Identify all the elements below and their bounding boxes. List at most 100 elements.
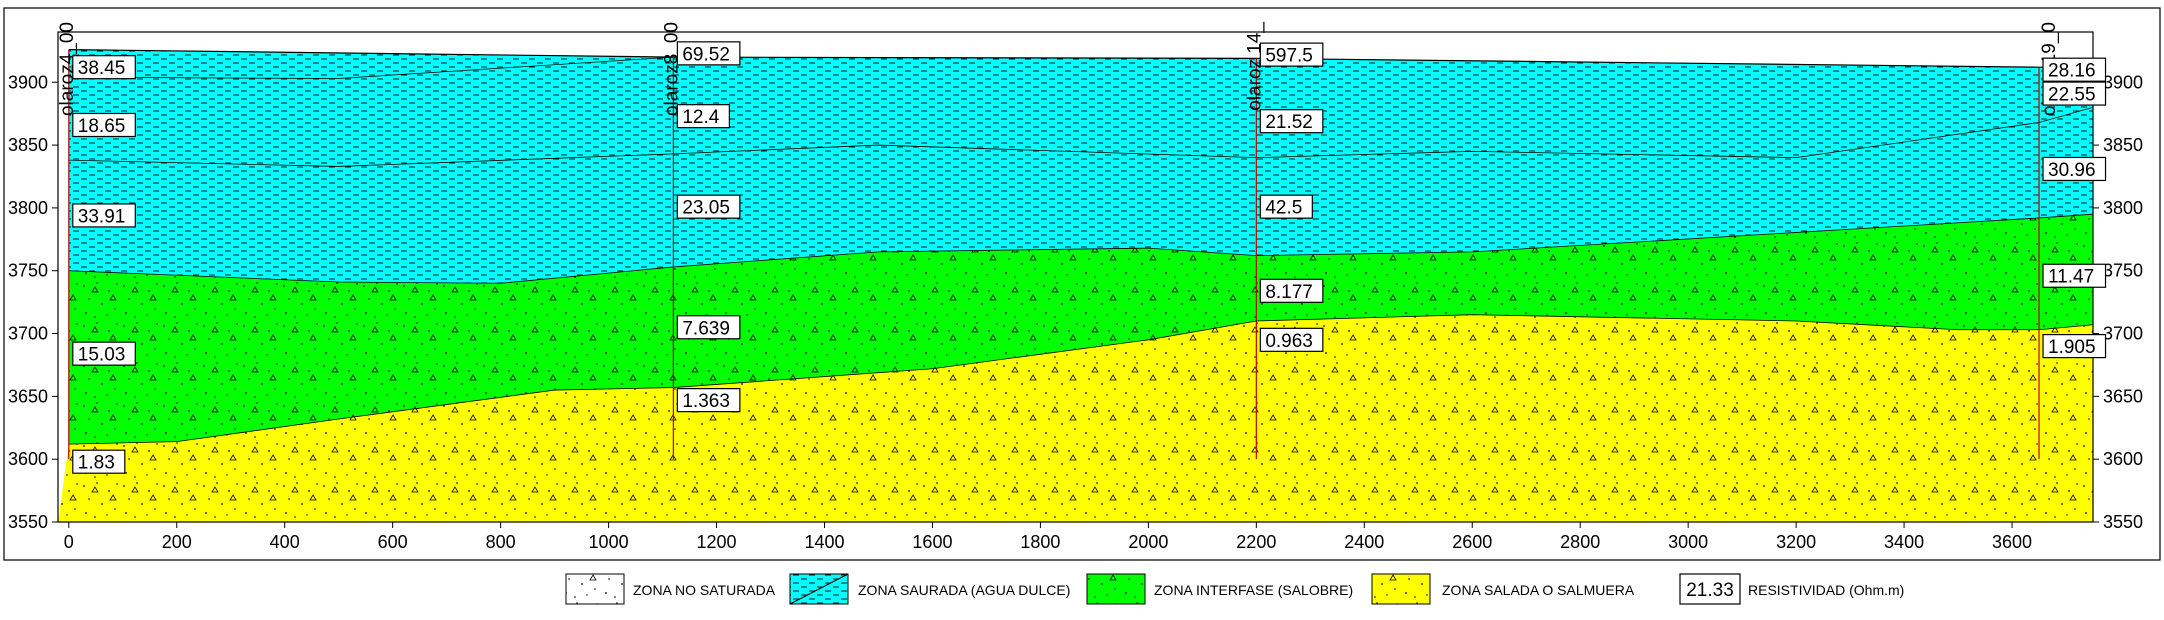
- resistivity-label: 1.83: [78, 453, 115, 474]
- y-tick-label-left: 3700: [8, 324, 48, 344]
- resistivity-label-box: [72, 449, 126, 474]
- resistivity-label: 15.03: [78, 345, 126, 366]
- x-tick-label: 2400: [1344, 532, 1384, 552]
- x-tick-label: 2000: [1128, 532, 1168, 552]
- y-tick-label-right: 3600: [2103, 449, 2143, 469]
- y-tick-label-left: 3650: [8, 386, 48, 406]
- boundary-thin-upper: [68, 56, 674, 79]
- legend-item-interfase: ZONA INTERFASE (SALOBRE): [1086, 573, 1353, 605]
- resistivity-label: 18.65: [78, 116, 126, 137]
- zone-saturada-pattern: [68, 107, 2093, 284]
- legend-resistivity-box: [1679, 573, 1741, 605]
- resistivity-label-box: [72, 55, 136, 80]
- resistivity-label: 1.905: [2048, 337, 2096, 358]
- x-tick-label: 3600: [1992, 532, 2032, 552]
- y-tick-label-right: 3900: [2103, 72, 2143, 92]
- resistivity-label-box: [72, 341, 136, 366]
- resistivity-label-box: [1259, 42, 1324, 67]
- resistivity-label-box: [676, 104, 730, 129]
- resistivity-label: 21.52: [1265, 112, 1313, 133]
- x-tick-label: 2800: [1560, 532, 1600, 552]
- x-tick-label: 400: [270, 532, 300, 552]
- resistivity-label: 0.963: [1265, 331, 1313, 352]
- y-tick-label-left: 3550: [8, 512, 48, 532]
- zones-layer: [57, 31, 2094, 523]
- x-tick-label: 1400: [804, 532, 844, 552]
- resistivity-label-box: [72, 112, 136, 138]
- resistivity-label-box: [2042, 81, 2107, 106]
- resistivity-label-box: [1259, 327, 1324, 352]
- resistivity-label: 23.05: [682, 198, 730, 219]
- resistivity-label-box: [72, 203, 136, 228]
- legend-label-interfase: ZONA INTERFASE (SALOBRE): [1154, 582, 1353, 598]
- legend-item-no-saturada: ZONA NO SATURADA: [565, 573, 776, 605]
- resistivity-label-box: [1259, 194, 1313, 219]
- y-tick-label-right: 3800: [2103, 198, 2143, 218]
- legend-item-resistividad: 21.33 RESISTIVIDAD (Ohm.m): [1679, 573, 1904, 605]
- x-tick-label: 3000: [1668, 532, 1708, 552]
- x-tick-label: 800: [486, 532, 516, 552]
- resistivity-label: 33.91: [78, 206, 126, 227]
- x-tick-label: 3400: [1884, 532, 1924, 552]
- legend-swatch-interfase-pattern: [1086, 573, 1146, 605]
- x-tick-label: 2600: [1452, 532, 1492, 552]
- figure-frame: [3, 7, 2161, 561]
- x-tick-label: 1800: [1020, 532, 1060, 552]
- legend-swatch-saturada-diagonal: [789, 573, 849, 605]
- resistivity-label: 1.363: [682, 391, 730, 412]
- legend-label-saturada: ZONA SAURADA (AGUA DULCE): [858, 582, 1070, 598]
- y-tick-label-left: 3750: [8, 261, 48, 281]
- x-tick-label: 1200: [697, 532, 737, 552]
- y-tick-label-left: 3600: [8, 449, 48, 469]
- y-tick-label-right: 3550: [2103, 512, 2143, 532]
- resistivity-label-box: [676, 194, 741, 219]
- y-tick-label-left: 3850: [8, 135, 48, 155]
- resistivity-label-box: [676, 41, 741, 66]
- well-name-label: olaroz8_00: [661, 22, 682, 116]
- boundary-fresh-bottom: [68, 213, 2094, 284]
- resistivity-label: 11.47: [2048, 267, 2094, 288]
- resistivity-label-box: [2042, 334, 2107, 359]
- legend-item-saturada: ZONA SAURADA (AGUA DULCE): [789, 573, 1070, 605]
- boundary-salobre-bottom: [68, 314, 2094, 445]
- resistivity-label: 8.177: [1265, 282, 1313, 303]
- legend-label-salada: ZONA SALADA O SALMUERA: [1442, 582, 1635, 598]
- y-tick-label-left: 3900: [8, 72, 48, 92]
- resistivity-label-box: [1259, 278, 1324, 303]
- resistivity-label: 30.96: [2048, 160, 2096, 181]
- legend: ZONA NO SATURADA ZONA SAURADA (AGUA DULC…: [565, 573, 1904, 605]
- resistivity-label: 28.16: [2048, 61, 2096, 82]
- x-tick-label: 1000: [589, 532, 629, 552]
- x-tick-label: 3200: [1776, 532, 1816, 552]
- x-tick-label: 1600: [912, 532, 952, 552]
- resistivity-label: 7.639: [682, 318, 730, 339]
- x-tick-label: 2200: [1236, 532, 1276, 552]
- axes-layer: 0 200 400 600 800 1000 1200 1400 1600 1800 2000 220…: [8, 72, 2143, 552]
- y-tick-label-right: 3750: [2103, 261, 2143, 281]
- y-tick-label-left: 3800: [8, 198, 48, 218]
- zone-saturada-pattern: [68, 49, 2093, 167]
- y-tick-label-right: 3650: [2103, 386, 2143, 406]
- legend-swatch-no-saturada-pattern: [565, 573, 625, 605]
- resistivity-label-box: [676, 315, 741, 340]
- x-tick-label: 600: [378, 532, 408, 552]
- y-tick-label-right: 3700: [2103, 324, 2143, 344]
- x-tick-label: 200: [162, 532, 192, 552]
- resistivity-label-box: [2042, 263, 2107, 288]
- legend-swatch-salada-pattern: [1371, 573, 1431, 605]
- resistivity-label: 69.52: [682, 44, 730, 65]
- well-name-label: olaroz4_00: [57, 22, 78, 116]
- y-tick-label-right: 3850: [2103, 135, 2143, 155]
- x-tick-label: 0: [64, 532, 74, 552]
- zone-salada-pattern: [58, 314, 2093, 522]
- resistivity-labels-layer: 38.45 18.65 33.91 15.03 1.83 69.52 12.4 23.05 7.…: [72, 41, 2107, 474]
- resistivity-label-box: [1259, 109, 1324, 134]
- resistivity-label-box: [2042, 57, 2107, 82]
- legend-resistivity-example: 21.33: [1686, 580, 1734, 601]
- legend-item-salada: ZONA SALADA O SALMUERA: [1371, 573, 1635, 605]
- resistivity-label: 597.5: [1265, 46, 1313, 67]
- resistivity-label: 42.5: [1265, 198, 1302, 219]
- resistivity-label-box: [676, 388, 741, 413]
